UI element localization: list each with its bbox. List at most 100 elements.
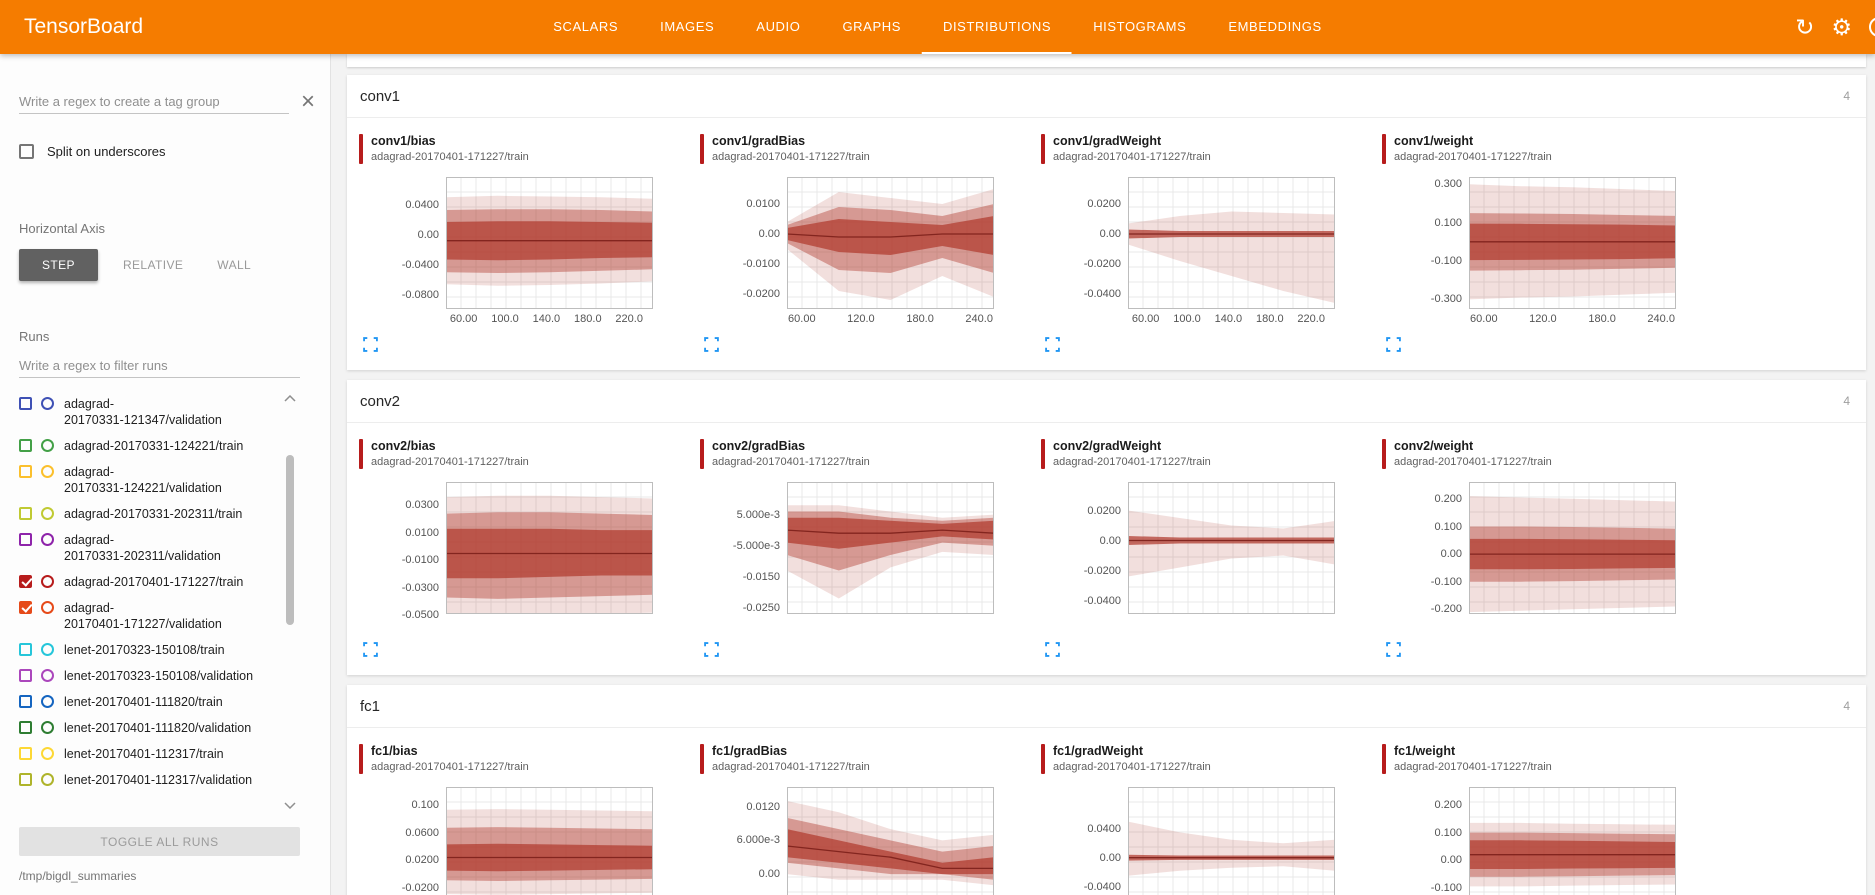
close-icon[interactable]: × [300, 88, 315, 115]
run-checkbox[interactable] [19, 601, 32, 614]
expand-icon[interactable] [704, 642, 719, 657]
section-charts: conv2/bias adagrad-20170401-171227/train 0… [347, 423, 1866, 675]
expand-icon[interactable] [363, 642, 378, 657]
run-checkbox[interactable] [19, 507, 32, 520]
run-item[interactable]: adagrad- 20170331-121347/validation [19, 391, 281, 433]
section-header[interactable]: conv1 4 [347, 75, 1866, 118]
y-axis-labels: 0.0200 0.00 -0.0200 -0.0400 [1041, 177, 1128, 309]
chart-titles: conv2/bias adagrad-20170401-171227/train [371, 439, 529, 469]
plot-row: 0.0300 0.0100 -0.0100 -0.0300 -0.0500 [359, 482, 700, 621]
axis-mode-relative[interactable]: RELATIVE [122, 258, 184, 272]
distribution-plot[interactable] [446, 482, 653, 617]
x-tick-label: 120.0 [1529, 313, 1557, 325]
tab-distributions[interactable]: DISTRIBUTIONS [922, 0, 1072, 54]
run-item[interactable]: adagrad-20170401-171227/train [19, 569, 281, 595]
run-color-circle [41, 721, 54, 734]
distribution-plot[interactable] [446, 177, 653, 309]
run-checkbox[interactable] [19, 721, 32, 734]
chart-run-name: adagrad-20170401-171227/train [371, 761, 529, 773]
expand-icon[interactable] [1045, 642, 1060, 657]
run-item[interactable]: adagrad- 20170331-202311/validation [19, 527, 281, 569]
tab-images[interactable]: IMAGES [660, 19, 715, 34]
distribution-plot[interactable] [1128, 177, 1335, 309]
tab-scalars[interactable]: SCALARS [553, 19, 619, 34]
tab-audio[interactable]: AUDIO [756, 19, 801, 34]
chart-titles: conv1/weight adagrad-20170401-171227/trai… [1394, 134, 1552, 164]
run-checkbox[interactable] [19, 669, 32, 682]
toggle-all-runs-button[interactable]: TOGGLE ALL RUNS [19, 827, 300, 856]
tag-filter-row: × [19, 90, 315, 114]
run-checkbox[interactable] [19, 465, 32, 478]
run-checkbox[interactable] [19, 575, 32, 588]
run-color-bar [1041, 439, 1045, 469]
settings-icon[interactable]: ⚙ [1831, 13, 1852, 40]
run-color-bar [1041, 134, 1045, 164]
tag-filter-input[interactable] [19, 90, 289, 114]
run-item[interactable]: adagrad-20170331-202311/train [19, 501, 281, 527]
distribution-plot[interactable] [1128, 787, 1335, 895]
run-item[interactable]: lenet-20170401-111820/train [19, 689, 281, 715]
tab-graphs[interactable]: GRAPHS [842, 19, 901, 34]
tab-histograms[interactable]: HISTOGRAMS [1093, 19, 1187, 34]
refresh-icon[interactable]: ↻ [1795, 13, 1815, 40]
x-tick-label: 220.0 [1297, 313, 1325, 325]
scroll-down-icon[interactable] [284, 802, 296, 809]
x-axis-labels [787, 617, 994, 634]
expand-icon[interactable] [1386, 337, 1401, 352]
section-charts: conv1/bias adagrad-20170401-171227/train 0… [347, 118, 1866, 370]
x-tick-label: 240.0 [1647, 313, 1675, 325]
run-checkbox[interactable] [19, 695, 32, 708]
distribution-plot[interactable] [1469, 482, 1676, 614]
split-underscores-checkbox[interactable] [19, 144, 34, 159]
run-item[interactable]: lenet-20170401-112317/validation [19, 767, 281, 793]
expand-icon[interactable] [704, 337, 719, 352]
run-label: adagrad- 20170401-171227/validation [64, 601, 222, 631]
axis-mode-step[interactable]: STEP [19, 249, 98, 281]
runs-filter-input[interactable] [19, 354, 300, 378]
run-item[interactable]: lenet-20170323-150108/train [19, 637, 281, 663]
expand-icon[interactable] [363, 337, 378, 352]
chart-header: fc1/gradBias adagrad-20170401-171227/trai… [700, 744, 1041, 774]
run-checkbox[interactable] [19, 773, 32, 786]
run-item[interactable]: adagrad-20170331-124221/train [19, 433, 281, 459]
distribution-plot[interactable] [786, 482, 995, 614]
run-item[interactable]: lenet-20170401-112317/train [19, 741, 281, 767]
run-label: adagrad-20170331-202311/train [64, 507, 243, 521]
distribution-plot[interactable] [1128, 482, 1335, 614]
run-checkbox[interactable] [19, 643, 32, 656]
expand-icon[interactable] [1386, 642, 1401, 657]
distribution-plot[interactable] [1469, 177, 1676, 309]
runs-scrollbar[interactable] [284, 391, 296, 815]
section-header[interactable]: fc1 4 [347, 685, 1866, 728]
scrollbar-thumb[interactable] [286, 455, 294, 625]
distribution-plot[interactable] [446, 787, 653, 895]
section-header[interactable]: conv2 4 [347, 380, 1866, 423]
run-item[interactable]: lenet-20170401-111820/validation [19, 715, 281, 741]
expand-icon[interactable] [1045, 337, 1060, 352]
run-color-bar [700, 744, 704, 774]
run-item[interactable]: adagrad- 20170401-171227/validation [19, 595, 281, 637]
section-card: conv1 4 conv1/bias adagrad-20170401-171227/… [347, 75, 1866, 370]
run-color-circle [41, 747, 54, 760]
run-item[interactable]: lenet-20170323-150108/validation [19, 663, 281, 689]
split-underscores-option[interactable]: Split on underscores [19, 144, 330, 159]
distribution-plot[interactable] [1469, 787, 1676, 895]
y-tick-label: 0.00 [1440, 548, 1462, 561]
scroll-up-icon[interactable] [284, 395, 296, 402]
run-checkbox[interactable] [19, 533, 32, 546]
chart-titles: conv2/gradBias adagrad-20170401-171227/tr… [712, 439, 870, 469]
chart-title: fc1/weight [1394, 744, 1456, 758]
chart-titles: conv2/gradWeight adagrad-20170401-171227/… [1053, 439, 1211, 469]
run-checkbox[interactable] [19, 439, 32, 452]
x-axis-labels [1128, 617, 1335, 634]
section-count: 4 [1843, 89, 1850, 103]
distribution-plot[interactable] [786, 787, 994, 895]
run-checkbox[interactable] [19, 397, 32, 410]
distribution-plot[interactable] [786, 177, 994, 309]
run-item[interactable]: adagrad- 20170331-124221/validation [19, 459, 281, 501]
tab-embeddings[interactable]: EMBEDDINGS [1228, 19, 1322, 34]
chart-titles: fc1/bias adagrad-20170401-171227/train [371, 744, 529, 774]
run-checkbox[interactable] [19, 747, 32, 760]
axis-mode-wall[interactable]: WALL [217, 258, 252, 272]
help-icon[interactable]: ? [1869, 17, 1875, 37]
